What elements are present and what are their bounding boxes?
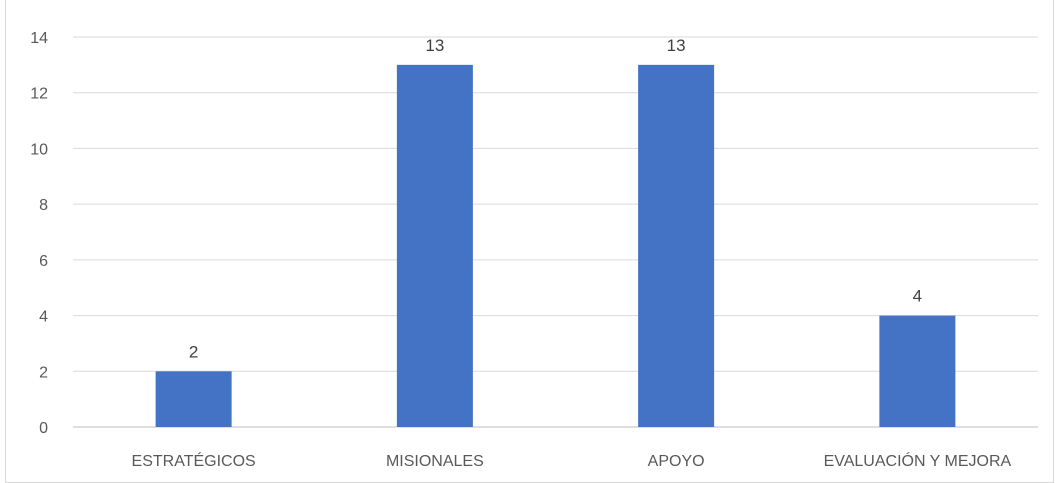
gridlines (73, 36, 1038, 428)
data-labels: 2 13 13 4 (189, 36, 922, 361)
data-label: 2 (189, 342, 198, 361)
bar (155, 371, 232, 427)
x-axis-ticks: ESTRATÉGICOS MISIONALES APOYO EVALUACIÓN Y … (132, 451, 1012, 470)
y-tick-label: 4 (39, 309, 48, 326)
y-tick-label: 14 (30, 30, 48, 47)
y-axis-ticks: 0 2 4 6 8 10 12 14 (30, 30, 48, 437)
bar (638, 64, 715, 427)
x-tick-label: APOYO (648, 453, 705, 470)
bar (396, 64, 473, 427)
data-label: 4 (913, 287, 922, 306)
data-label: 13 (667, 36, 686, 55)
bar (879, 315, 956, 427)
x-tick-label: ESTRATÉGICOS (132, 451, 256, 470)
x-tick-label: EVALUACIÓN Y MEJORA (824, 451, 1012, 470)
y-tick-label: 6 (39, 253, 48, 270)
y-tick-label: 2 (39, 364, 48, 381)
y-tick-label: 0 (39, 420, 48, 437)
y-tick-label: 10 (30, 141, 48, 158)
bars (155, 64, 956, 427)
y-tick-label: 12 (30, 86, 48, 103)
x-tick-label: MISIONALES (386, 453, 484, 470)
y-tick-label: 8 (39, 197, 48, 214)
data-label: 13 (425, 36, 444, 55)
